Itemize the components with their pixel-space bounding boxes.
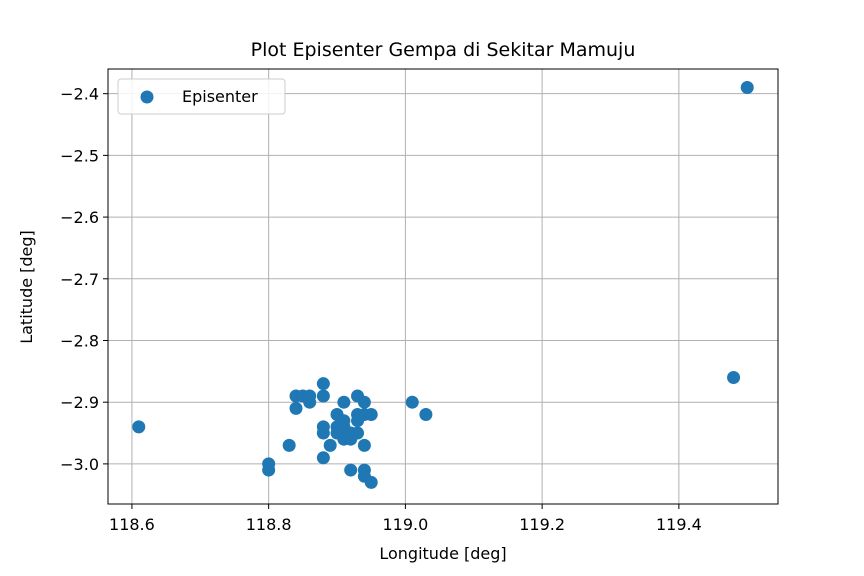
data-point <box>364 408 378 422</box>
data-point <box>344 463 358 477</box>
data-point <box>364 475 378 489</box>
chart-title: Plot Episenter Gempa di Sekitar Mamuju <box>251 39 636 61</box>
data-point <box>289 401 303 415</box>
x-tick-label: 118.8 <box>246 515 292 534</box>
legend: Episenter <box>117 78 286 115</box>
y-tick-label: −3.0 <box>60 455 99 474</box>
data-point <box>740 81 754 95</box>
x-axis-ticks: 118.6 118.8 119.0 119.2 119.4 <box>109 504 702 534</box>
y-tick-label: −2.5 <box>60 146 99 165</box>
x-tick-label: 119.2 <box>519 515 565 534</box>
data-point <box>351 426 365 440</box>
data-point <box>419 408 433 422</box>
legend-label: Episenter <box>182 87 258 106</box>
data-point <box>337 395 351 409</box>
grid <box>108 69 778 504</box>
data-point <box>316 377 330 391</box>
y-axis-label: Latitude [deg] <box>17 230 36 344</box>
y-tick-label: −2.8 <box>60 331 99 350</box>
y-tick-label: −2.6 <box>60 208 99 227</box>
data-point <box>405 395 419 409</box>
y-tick-label: −2.9 <box>60 393 99 412</box>
data-point <box>727 371 741 385</box>
data-point <box>282 438 296 452</box>
x-tick-label: 119.0 <box>382 515 428 534</box>
legend-marker <box>140 90 154 104</box>
data-point <box>323 438 337 452</box>
x-tick-label: 119.4 <box>656 515 702 534</box>
data-points <box>132 81 754 489</box>
data-point <box>357 438 371 452</box>
data-point <box>316 426 330 440</box>
data-point <box>262 463 276 477</box>
x-tick-label: 118.6 <box>109 515 155 534</box>
y-axis-ticks: −2.4 −2.5 −2.6 −2.7 −2.8 −2.9 −3.0 <box>60 85 108 474</box>
y-tick-label: −2.7 <box>60 270 99 289</box>
y-tick-label: −2.4 <box>60 85 99 104</box>
data-point <box>357 395 371 409</box>
data-point <box>303 395 317 409</box>
data-point <box>316 451 330 465</box>
legend-box <box>117 78 286 115</box>
plot-frame <box>107 68 779 505</box>
data-point <box>132 420 146 434</box>
data-point <box>316 389 330 403</box>
x-axis-label: Longitude [deg] <box>379 544 506 563</box>
